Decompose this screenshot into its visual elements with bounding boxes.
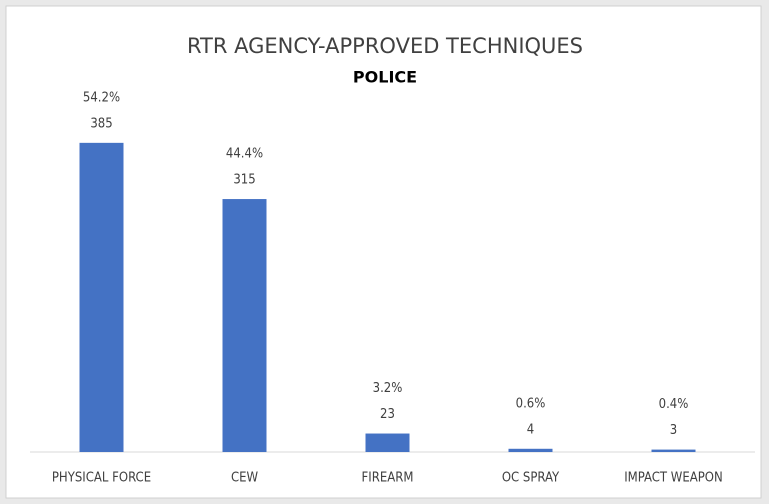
x-tick-label: IMPACT WEAPON	[624, 471, 723, 486]
percent-label: 0.4%	[659, 397, 689, 412]
data-label: 385	[90, 116, 112, 131]
chart-area	[5, 5, 762, 499]
x-tick-label: CEW	[231, 471, 259, 486]
percent-label: 3.2%	[373, 381, 403, 396]
bar	[365, 433, 410, 452]
percent-label: 44.4%	[226, 147, 263, 162]
percent-label: 54.2%	[83, 90, 120, 105]
x-tick-label: FIREARM	[362, 471, 414, 486]
data-label: 315	[233, 173, 255, 188]
bar	[222, 199, 267, 452]
data-label: 23	[380, 407, 395, 422]
percent-label: 0.6%	[516, 396, 546, 411]
x-tick-label: OC SPRAY	[502, 471, 560, 486]
data-label: 4	[527, 422, 534, 437]
data-label: 3	[670, 423, 677, 438]
chart-title: RTR AGENCY-APPROVED TECHNIQUES	[187, 34, 583, 58]
x-tick-label: PHYSICAL FORCE	[52, 471, 151, 486]
bar	[508, 448, 553, 452]
chart-subtitle: POLICE	[353, 68, 417, 87]
bar	[651, 449, 696, 452]
bar	[79, 142, 124, 452]
